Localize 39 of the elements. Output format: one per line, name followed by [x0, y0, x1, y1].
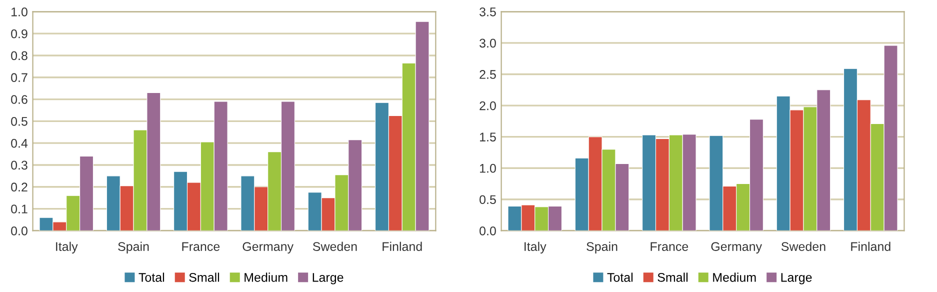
y-tick-label: 1.5	[480, 132, 496, 142]
y-tick-label: 0.5	[480, 195, 496, 204]
legend-label: Small	[189, 272, 220, 282]
x-tick-label: Finland	[382, 242, 422, 251]
x-tick-label: Sweden	[781, 242, 826, 251]
y-tick-label: 0.6	[11, 95, 28, 104]
legend-label: Medium	[713, 272, 756, 282]
x-tick-label: Germany	[242, 242, 294, 254]
legend-label: Small	[658, 272, 688, 282]
x-tick-label: Spain	[586, 242, 618, 254]
x-tick-label: Italy	[56, 242, 78, 254]
legend-label: Medium	[244, 272, 288, 282]
x-tick-label: Finland	[851, 242, 890, 251]
y-tick-label: 2.5	[480, 70, 496, 79]
x-tick-label: France	[650, 242, 688, 251]
y-tick-label: 0.9	[11, 29, 28, 38]
y-tick-label: 0.4	[11, 138, 28, 148]
legend-label: Large	[312, 273, 344, 284]
x-tick-label: Italy	[524, 242, 546, 254]
y-tick-label: 0.5	[11, 116, 28, 126]
legend-label: Total	[138, 272, 164, 282]
x-tick-label: France	[182, 242, 220, 251]
x-tick-label: Sweden	[312, 242, 357, 251]
legend-label: Large	[781, 273, 812, 284]
y-tick-label: 3.0	[480, 38, 496, 48]
y-tick-label: 0.0	[11, 226, 28, 236]
y-tick-label: 0.8	[11, 51, 28, 60]
y-tick-label: 3.5	[480, 7, 496, 16]
y-tick-label: 0.3	[11, 160, 28, 170]
x-tick-label: Spain	[118, 242, 149, 254]
y-tick-label: 0.2	[11, 182, 28, 192]
legend-label: Total	[607, 272, 633, 282]
y-tick-label: 1.0	[12, 7, 28, 16]
x-tick-label: Germany	[711, 242, 762, 254]
y-tick-label: 0.1	[11, 204, 28, 214]
y-tick-label: 1.0	[480, 164, 496, 173]
y-tick-label: 2.0	[480, 101, 496, 110]
y-tick-label: 0.0	[480, 226, 496, 236]
y-tick-label: 0.7	[11, 73, 28, 82]
